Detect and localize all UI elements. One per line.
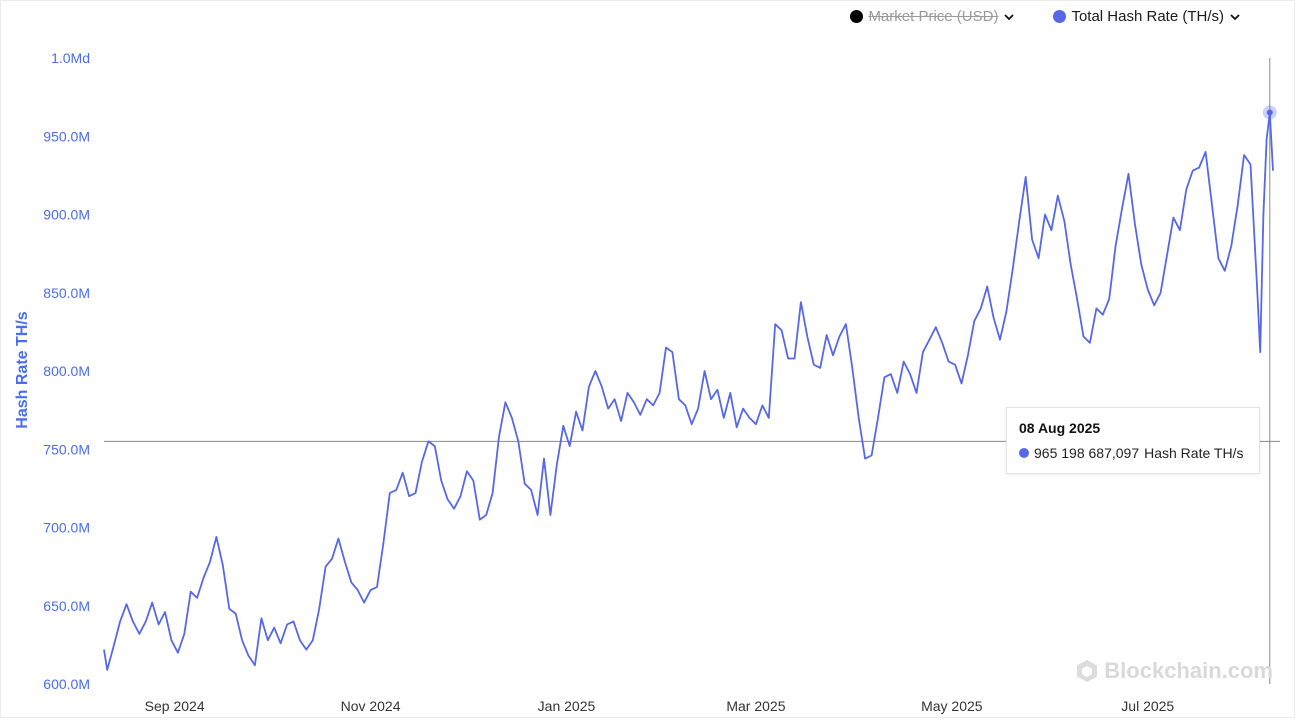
tooltip-value: 965 198 687,097 — [1034, 445, 1140, 461]
y-axis-title: Hash Rate TH/s — [14, 311, 31, 428]
x-tick-label: Mar 2025 — [726, 698, 785, 714]
tooltip-date: 08 Aug 2025 — [1019, 420, 1101, 436]
series-layer — [103, 105, 1277, 671]
chevron-down-icon[interactable] — [1003, 11, 1015, 23]
hash-rate-series-line[interactable] — [103, 111, 1274, 671]
y-tick-label: 600.0M — [43, 676, 90, 692]
watermark-text: Blockchain.com — [1104, 658, 1273, 683]
tooltip-series-dot-icon — [1019, 448, 1029, 458]
y-tick-label: 1.0Md — [51, 50, 90, 66]
legend-label-hash-rate: Total Hash Rate (TH/s) — [1071, 8, 1224, 25]
x-tick-label: Nov 2024 — [341, 698, 401, 714]
chart-tooltip: 08 Aug 2025 965 198 687,097 Hash Rate TH… — [1006, 407, 1260, 474]
y-tick-label: 800.0M — [43, 363, 90, 379]
highlight-point[interactable] — [1266, 109, 1273, 116]
chevron-down-icon[interactable] — [1229, 11, 1241, 23]
y-tick-label: 700.0M — [43, 520, 90, 536]
y-tick-label: 900.0M — [43, 207, 90, 223]
chart-legend: Market Price (USD) Total Hash Rate (TH/s… — [850, 8, 1241, 25]
blockchain-logo-icon — [1077, 660, 1098, 682]
tooltip-row: 965 198 687,097 Hash Rate TH/s — [1019, 445, 1247, 461]
y-tick-label: 850.0M — [43, 285, 90, 301]
blockchain-watermark: Blockchain.com — [1076, 658, 1273, 684]
x-tick-label: Jan 2025 — [538, 698, 596, 714]
y-axis: 600.0M 650.0M 700.0M 750.0M 800.0M 850.0M 900.… — [43, 50, 90, 692]
legend-item-market-price[interactable]: Market Price (USD) — [850, 8, 1015, 25]
x-axis: Sep 2024 Nov 2024 Jan 2025 Mar 2025 May 2025… — [145, 698, 1175, 714]
legend-label-market-price: Market Price (USD) — [868, 8, 999, 25]
x-tick-label: Sep 2024 — [145, 698, 205, 714]
legend-item-hash-rate[interactable]: Total Hash Rate (TH/s) — [1053, 8, 1241, 25]
market-price-dot-icon — [850, 10, 864, 23]
y-tick-label: 950.0M — [43, 128, 90, 144]
hash-rate-dot-icon — [1053, 10, 1067, 23]
x-tick-label: May 2025 — [921, 698, 983, 714]
y-tick-label: 650.0M — [43, 598, 90, 614]
crosshair — [104, 58, 1280, 684]
tooltip-series-name: Hash Rate TH/s — [1144, 445, 1244, 461]
x-tick-label: Jul 2025 — [1121, 698, 1174, 714]
y-tick-label: 750.0M — [43, 441, 90, 457]
